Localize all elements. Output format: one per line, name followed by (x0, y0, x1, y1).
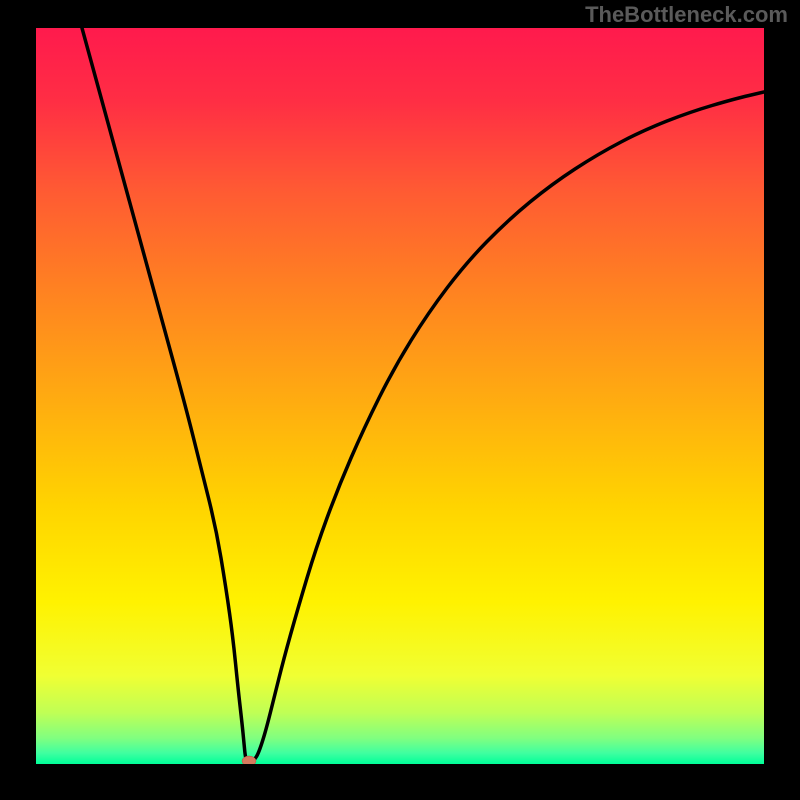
gradient-background (36, 28, 764, 764)
minimum-marker (242, 756, 256, 764)
watermark-text: TheBottleneck.com (585, 2, 788, 28)
chart-svg (36, 28, 764, 764)
plot-area (36, 28, 764, 764)
chart-container: TheBottleneck.com (0, 0, 800, 800)
